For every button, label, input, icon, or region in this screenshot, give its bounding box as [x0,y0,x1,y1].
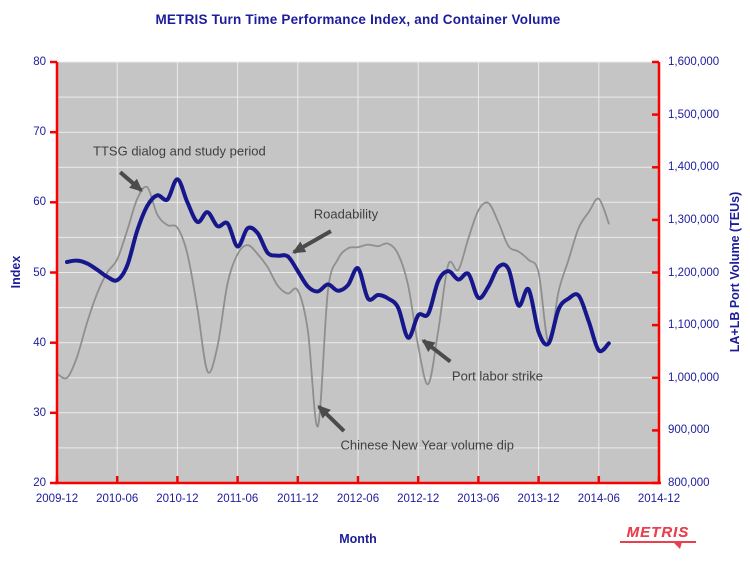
annotation-text: Roadability [313,206,379,222]
right-axis-tick-label: 1,500,000 [668,108,720,121]
x-axis-tick-label: 2010-06 [96,493,139,505]
left-axis-tick-label: 70 [33,126,46,139]
right-axis-tick-label: 1,600,000 [668,56,720,68]
right-axis-tick-label: 800,000 [668,477,710,489]
annotation-arrow [421,339,452,364]
volume-line-series [56,185,610,428]
annotation-text: Chinese New Year volume dip [340,437,514,453]
chart-title: METRIS Turn Time Performance Index, and … [155,12,561,27]
annotation-arrows [118,170,452,433]
x-axis-title: Month [339,532,377,546]
annotation-arrow [317,405,346,433]
metris-logo-tail-icon [673,542,682,549]
x-axis-tick-label: 2014-06 [577,493,620,505]
x-axis-tick-label: 2014-12 [637,493,681,505]
x-axis-tick-label: 2011-06 [216,493,259,505]
index-line-series [65,177,611,354]
right-axis-tick-label: 900,000 [668,424,710,437]
left-axis-tick-label: 30 [33,406,46,419]
left-axis-tick-label: 60 [33,196,46,209]
x-axis-tick-label: 2010-12 [156,493,199,505]
metris-logo-text: METRIS [626,524,690,541]
x-axis-tick-label: 2013-06 [457,493,500,505]
right-axis-tick-label: 1,400,000 [668,161,720,174]
left-axis-tick-label: 80 [33,56,46,68]
right-axis-tick-label: 1,000,000 [668,371,720,384]
annotation-arrow [118,170,143,192]
annotation-text: TTSG dialog and study period [93,143,266,159]
right-axis-tick-label: 1,200,000 [668,266,720,279]
x-axis-tick-label: 2012-12 [397,493,440,505]
metris-logo: METRIS [620,524,696,549]
left-axis-tick-label: 50 [33,266,46,279]
x-axis-tick-label: 2011-12 [277,493,319,505]
x-axis-tick-label: 2012-06 [336,493,380,505]
left-axis-title: Index [9,255,23,289]
x-axis-tick-label: 2013-12 [517,493,560,505]
annotation-arrow [292,229,332,254]
left-axis-tick-label: 40 [33,336,46,349]
axes [50,60,661,485]
right-axis-title: LA+LB Port Volume (TEUs) [728,191,742,353]
x-axis-tick-label: 2009-12 [35,493,79,505]
right-axis-tick-label: 1,100,000 [668,319,720,332]
annotation-text: Port labor strike [451,368,543,384]
data-series [56,177,611,428]
left-axis-tick-label: 20 [33,477,46,489]
right-axis-tick-label: 1,300,000 [668,213,720,226]
